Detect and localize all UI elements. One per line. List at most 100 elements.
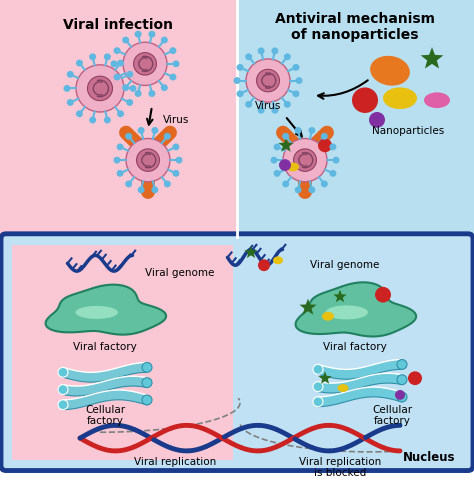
Circle shape: [395, 390, 405, 400]
Circle shape: [134, 53, 156, 75]
Circle shape: [284, 101, 291, 108]
Polygon shape: [333, 290, 346, 302]
Circle shape: [113, 157, 120, 163]
Circle shape: [164, 133, 171, 140]
Circle shape: [321, 180, 328, 187]
Circle shape: [272, 47, 278, 54]
Circle shape: [117, 144, 124, 150]
Circle shape: [295, 77, 302, 84]
Bar: [12, 244, 233, 460]
Ellipse shape: [142, 362, 152, 372]
Ellipse shape: [397, 392, 407, 402]
Circle shape: [125, 133, 132, 140]
Circle shape: [284, 54, 291, 60]
Circle shape: [126, 138, 170, 182]
Bar: [0, 0, 237, 237]
Circle shape: [329, 144, 337, 150]
Circle shape: [129, 85, 137, 92]
Text: Viral replication: Viral replication: [134, 457, 216, 467]
Circle shape: [375, 287, 391, 303]
Ellipse shape: [142, 395, 152, 405]
Text: Virus: Virus: [255, 101, 282, 111]
Circle shape: [114, 47, 120, 54]
Circle shape: [151, 187, 158, 193]
Ellipse shape: [383, 87, 417, 109]
Ellipse shape: [287, 162, 299, 172]
Circle shape: [329, 170, 337, 177]
Ellipse shape: [370, 56, 410, 86]
Ellipse shape: [397, 375, 407, 385]
Circle shape: [271, 157, 277, 163]
Circle shape: [321, 133, 328, 140]
Polygon shape: [46, 285, 166, 335]
Circle shape: [88, 76, 112, 101]
Text: Viral replication
is blocked: Viral replication is blocked: [299, 457, 381, 479]
Circle shape: [67, 99, 74, 106]
Ellipse shape: [273, 256, 283, 264]
Circle shape: [173, 60, 180, 67]
Circle shape: [293, 149, 317, 172]
Circle shape: [114, 74, 120, 80]
Polygon shape: [326, 306, 368, 320]
Ellipse shape: [58, 385, 68, 394]
Polygon shape: [296, 282, 416, 336]
Circle shape: [369, 112, 385, 128]
Polygon shape: [278, 137, 293, 152]
Circle shape: [352, 87, 378, 113]
Circle shape: [137, 149, 159, 172]
Circle shape: [292, 64, 300, 71]
Text: Virus: Virus: [163, 115, 190, 125]
Circle shape: [151, 127, 158, 134]
Circle shape: [273, 144, 281, 150]
Circle shape: [292, 90, 300, 97]
Ellipse shape: [313, 382, 323, 391]
Circle shape: [272, 107, 278, 114]
Polygon shape: [420, 47, 443, 68]
Circle shape: [258, 259, 270, 271]
Circle shape: [173, 170, 180, 177]
Ellipse shape: [58, 367, 68, 377]
Text: Cellular
factory: Cellular factory: [85, 405, 125, 426]
Circle shape: [164, 180, 171, 187]
Circle shape: [175, 157, 182, 163]
Text: Viral factory: Viral factory: [73, 342, 137, 352]
Circle shape: [234, 77, 240, 84]
Circle shape: [282, 180, 289, 187]
Circle shape: [117, 60, 124, 67]
Circle shape: [161, 37, 168, 43]
Circle shape: [76, 60, 83, 67]
Circle shape: [318, 138, 332, 152]
Bar: [237, 244, 460, 460]
Circle shape: [408, 371, 422, 385]
Ellipse shape: [142, 378, 152, 388]
Ellipse shape: [313, 397, 323, 407]
Polygon shape: [300, 299, 317, 315]
Text: Nanoparticles: Nanoparticles: [372, 126, 444, 136]
Circle shape: [137, 127, 145, 134]
Circle shape: [122, 84, 129, 91]
Polygon shape: [75, 306, 118, 319]
Circle shape: [256, 69, 280, 92]
Text: Viral genome: Viral genome: [145, 268, 214, 278]
Circle shape: [237, 90, 244, 97]
Circle shape: [257, 107, 264, 114]
Circle shape: [169, 74, 176, 80]
Circle shape: [309, 127, 315, 134]
Circle shape: [161, 84, 168, 91]
Circle shape: [125, 180, 132, 187]
Circle shape: [67, 71, 74, 78]
Circle shape: [245, 54, 252, 60]
Circle shape: [246, 59, 290, 102]
Circle shape: [123, 42, 167, 85]
Ellipse shape: [397, 360, 407, 369]
Circle shape: [283, 138, 327, 182]
Circle shape: [117, 110, 124, 117]
Ellipse shape: [58, 400, 68, 410]
Circle shape: [104, 54, 111, 60]
Text: Antiviral mechanism
of nanoparticles: Antiviral mechanism of nanoparticles: [275, 12, 435, 42]
Circle shape: [309, 187, 315, 193]
Ellipse shape: [337, 384, 348, 392]
Text: Viral genome: Viral genome: [310, 260, 379, 270]
Text: Viral infection: Viral infection: [63, 18, 173, 32]
Circle shape: [148, 90, 155, 97]
